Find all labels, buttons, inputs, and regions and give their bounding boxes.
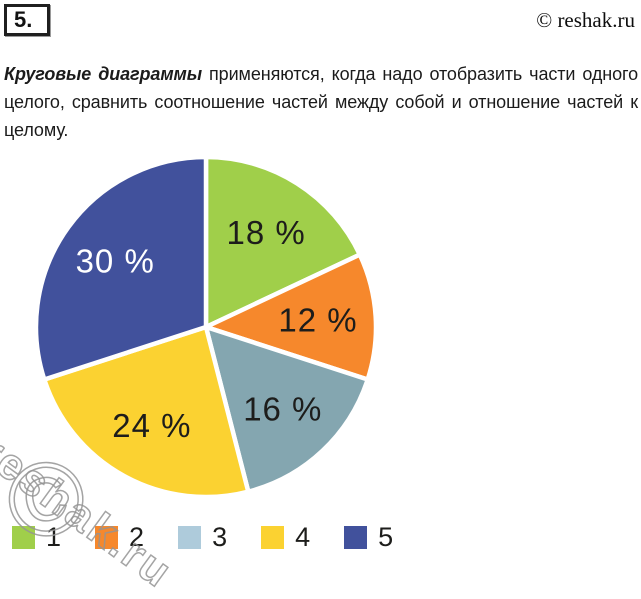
legend-label-1: 1 — [46, 522, 62, 552]
legend-swatch-2 — [95, 526, 119, 549]
exercise-number: 5. — [14, 7, 33, 32]
copyright-text: © reshak.ru — [536, 8, 635, 32]
legend-label-3: 3 — [212, 522, 228, 552]
pie-slice-2 — [199, 251, 379, 383]
legend-item-2: 2 — [95, 522, 145, 552]
paragraph-body-text: применяются, когда надо отобразить части… — [4, 64, 638, 140]
legend-item-4: 4 — [261, 522, 311, 552]
legend-item-3: 3 — [178, 522, 228, 552]
pie-slice-label-3: 16 % — [243, 390, 322, 427]
pie-slice-label-4: 24 % — [112, 407, 191, 444]
legend-swatch-4 — [261, 526, 285, 549]
legend-item-1: 1 — [12, 522, 62, 552]
legend-swatch-3 — [178, 526, 202, 549]
legend-swatch-5 — [344, 526, 368, 549]
legend-label-2: 2 — [129, 522, 145, 552]
legend-item-5: 5 — [344, 522, 394, 552]
pie-slice-4 — [41, 324, 252, 500]
legend-label-4: 4 — [295, 522, 311, 552]
pie-chart: 18 % 12 % 16 % 24 % 30 % — [33, 154, 379, 500]
legend-swatch-1 — [12, 526, 35, 549]
legend-label-5: 5 — [378, 522, 394, 552]
pie-slice-3 — [202, 323, 371, 495]
pie-slice-1 — [203, 154, 363, 331]
pie-slice-5 — [33, 154, 209, 383]
pie-slice-label-5: 30 % — [76, 243, 155, 280]
pie-slice-label-1: 18 % — [226, 214, 305, 251]
chart-legend: 1 2 3 4 5 — [12, 522, 394, 552]
exercise-number-box: 5. — [4, 4, 50, 36]
description-paragraph: Круговые диаграммы применяются, когда на… — [4, 60, 638, 144]
pie-slice-label-2: 12 % — [278, 302, 357, 339]
paragraph-lead-term: Круговые диаграммы — [4, 64, 203, 84]
